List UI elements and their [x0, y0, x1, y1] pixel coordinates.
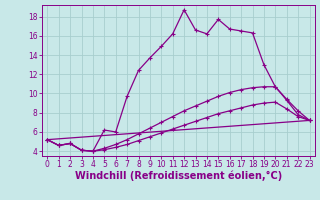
X-axis label: Windchill (Refroidissement éolien,°C): Windchill (Refroidissement éolien,°C): [75, 171, 282, 181]
